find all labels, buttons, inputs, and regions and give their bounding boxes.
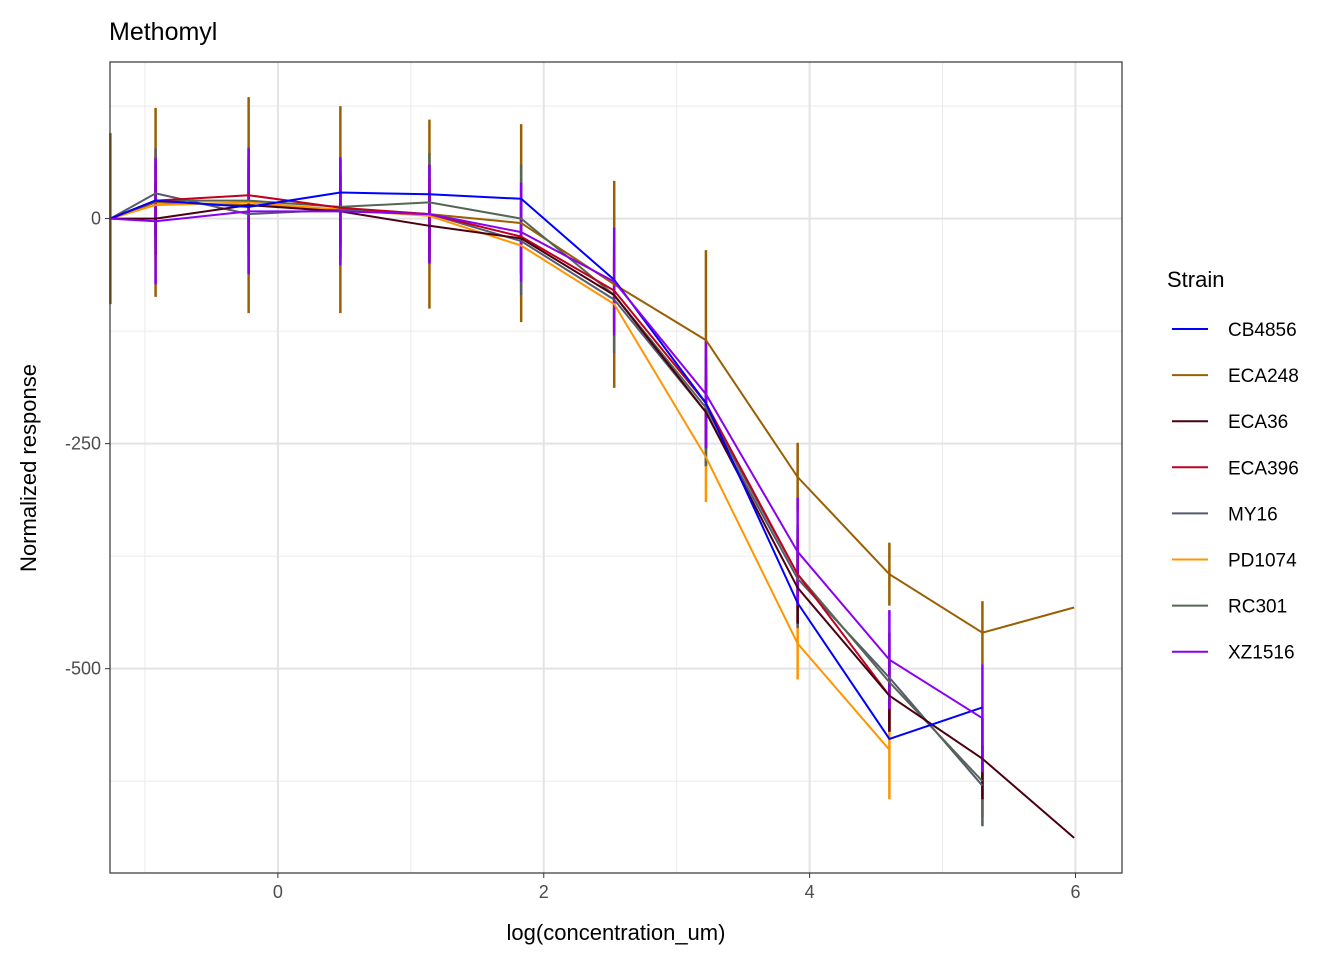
legend-label: ECA396	[1228, 458, 1299, 479]
legend-item-eca396: ECA396	[1172, 458, 1299, 479]
legend-item-eca248: ECA248	[1172, 366, 1299, 387]
legend-label: CB4856	[1228, 320, 1297, 341]
plot-panel-border	[109, 61, 1123, 874]
series-lines	[109, 191, 1075, 839]
y-tick-label: -500	[65, 659, 101, 679]
legend-label: ECA248	[1228, 366, 1299, 387]
legend-label: RC301	[1228, 597, 1287, 618]
x-tick-label: 6	[1070, 882, 1080, 902]
chart-title: Methomyl	[109, 18, 217, 46]
legend-title: Strain	[1167, 267, 1224, 292]
legend-label: XZ1516	[1228, 643, 1295, 664]
legend-item-pd1074: PD1074	[1172, 551, 1297, 572]
legend-label: ECA36	[1228, 412, 1288, 433]
legend-item-cb4856: CB4856	[1172, 320, 1297, 341]
gridlines	[110, 62, 1122, 873]
legend: CB4856 ECA248 ECA36 ECA396 MY16 PD1074 RC301 XZ…	[1172, 320, 1299, 664]
y-tick-label: 0	[91, 209, 101, 229]
axis-ticks: 0 2 4 6 0 -250 -500	[65, 209, 1081, 902]
legend-item-rc301: RC301	[1172, 597, 1287, 618]
legend-label: MY16	[1228, 504, 1278, 525]
x-tick-label: 4	[805, 882, 815, 902]
x-tick-label: 0	[273, 882, 283, 902]
legend-item-eca36: ECA36	[1172, 412, 1288, 433]
y-tick-label: -250	[65, 434, 101, 454]
series-line-eca248	[110, 201, 1075, 634]
series-line-eca396	[110, 194, 891, 697]
x-tick-label: 2	[539, 882, 549, 902]
x-axis-label: log(concentration_um)	[507, 920, 726, 945]
legend-label: PD1074	[1228, 551, 1297, 572]
legend-item-my16: MY16	[1172, 504, 1278, 525]
y-axis-label: Normalized response	[16, 364, 41, 572]
series-line-eca36	[110, 204, 1075, 839]
legend-item-xz1516: XZ1516	[1172, 643, 1295, 664]
